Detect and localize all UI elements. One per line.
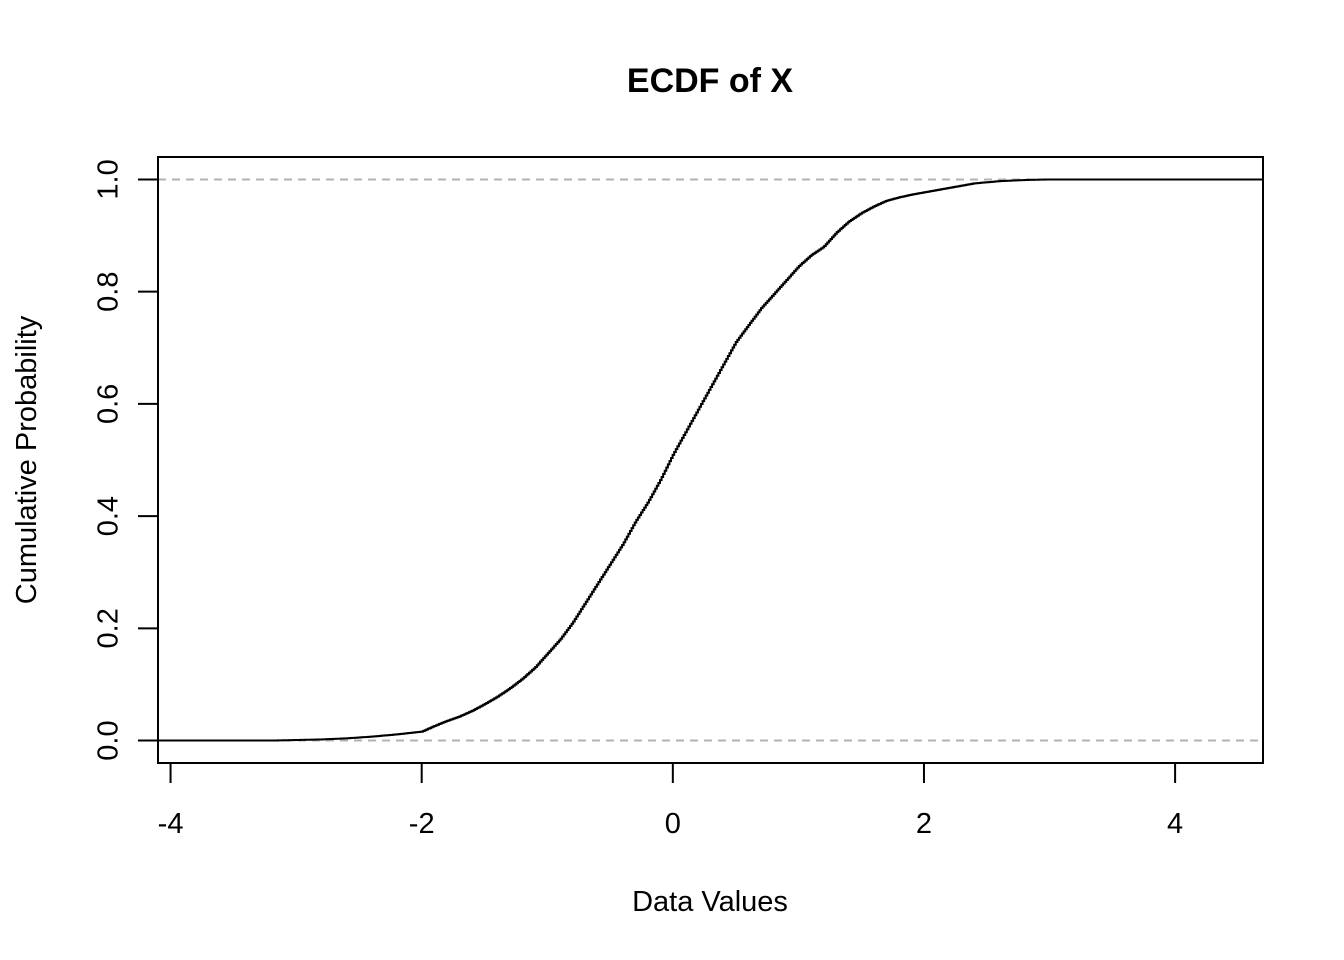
x-tick-label: -4 [158,808,184,840]
plot-frame [157,156,1264,764]
x-tick-label: 2 [916,808,932,840]
x-tick-label: 4 [1167,808,1183,840]
y-axis-label: Cumulative Probability [11,315,43,604]
chart-title: ECDF of X [627,62,794,100]
y-tick-label: 0.0 [93,720,125,760]
series-layer [158,178,1263,742]
x-axis: -4 -2 0 2 4 [158,762,1183,840]
y-tick-label: 1.0 [93,159,125,199]
x-tick-label: -2 [409,808,435,840]
y-tick-label: 0.4 [93,496,125,536]
y-tick-label: 0.8 [93,272,125,312]
y-tick-label: 0.6 [93,384,125,424]
x-axis-label: Data Values [632,886,788,918]
reference-lines [158,178,1263,742]
x-tick-label: 0 [665,808,681,840]
y-axis: 0.0 0.2 0.4 0.6 0.8 1.0 [93,159,159,761]
ecdf-step-line [158,178,1263,742]
y-tick-label: 0.2 [93,608,125,648]
